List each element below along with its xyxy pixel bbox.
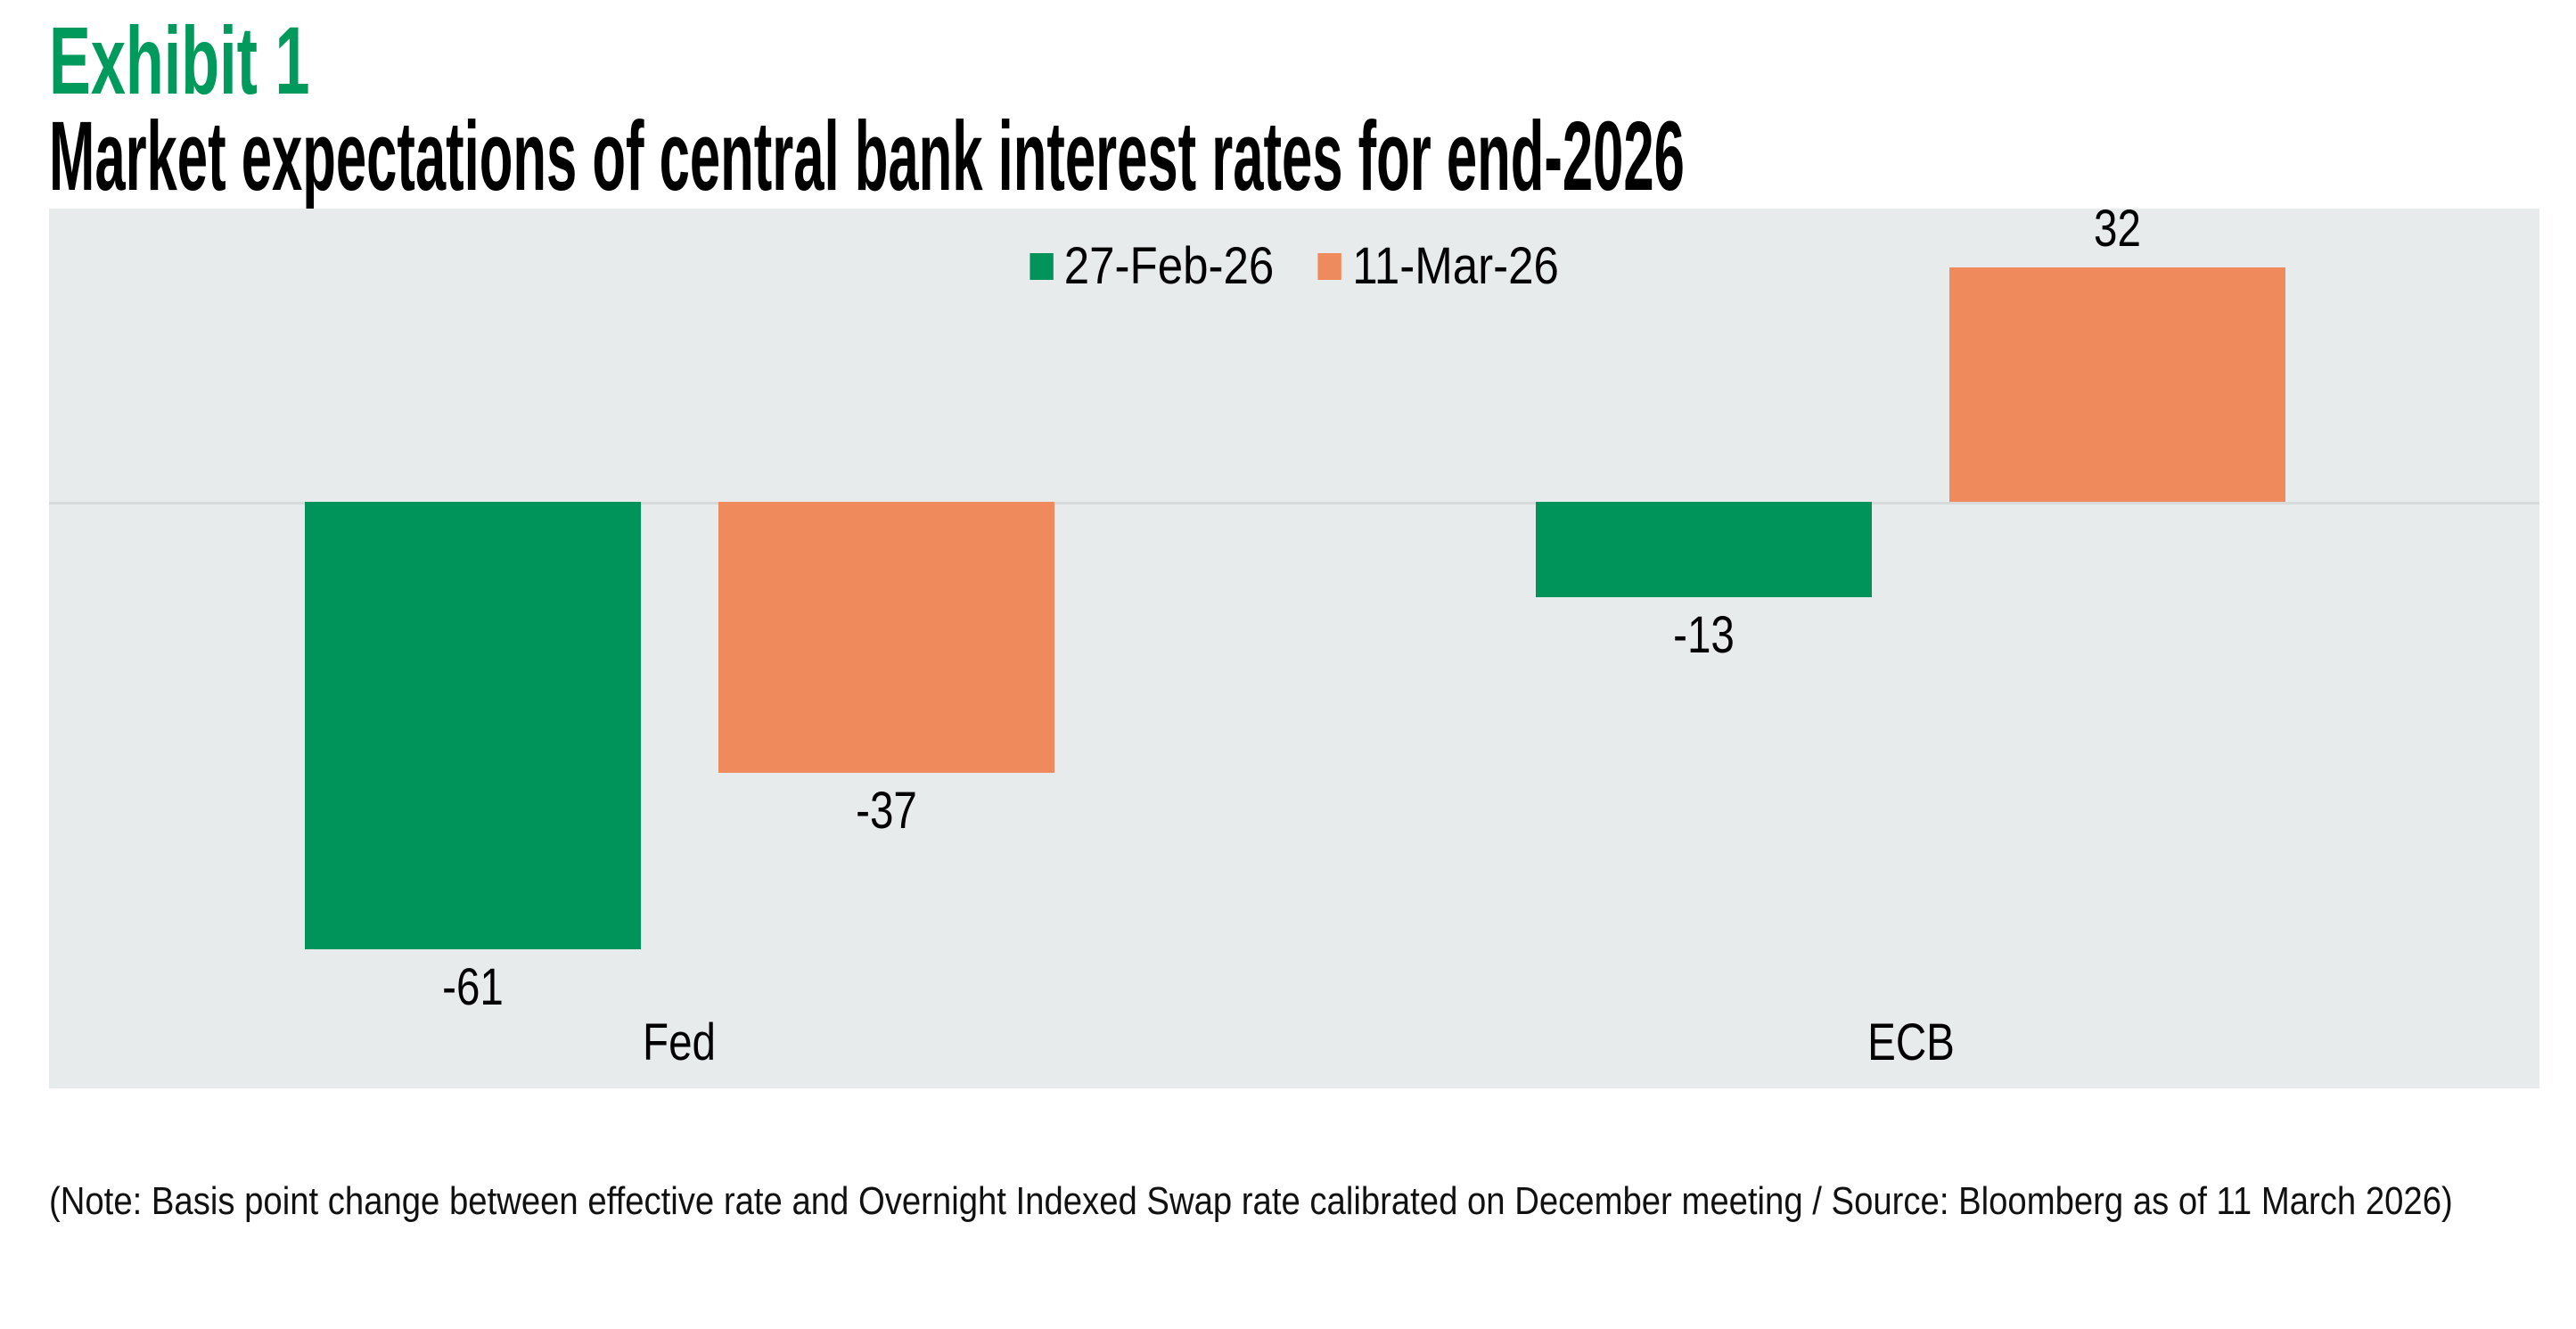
exhibit-label: Exhibit 1 [49,6,310,114]
value-label-fed-11-mar-26: -37 [856,782,917,841]
category-label-ecb: ECB [1866,1013,1955,1071]
legend-label: 27-Feb-26 [1063,237,1275,295]
chart-plot-area: 27-Feb-26 11-Mar-26 -61 -37 Fed -13 32 ECB [49,202,2539,1088]
chart-title: Market expectations of central bank inte… [49,102,1685,211]
legend-swatch-27-feb-26 [1030,253,1054,280]
value-label-ecb-11-mar-26: 32 [2094,199,2141,258]
value-label-ecb-27-feb-26: -13 [1673,605,1735,664]
legend-swatch-11-mar-26 [1317,253,1341,280]
value-label-fed-27-feb-26: -61 [442,957,504,1016]
legend-item-11-mar-26: 11-Mar-26 [1317,237,1559,295]
bar-ecb-11-mar-26 [1949,267,2285,502]
legend-item-27-feb-26: 27-Feb-26 [1030,241,1274,292]
legend-label: 11-Mar-26 [1352,237,1559,295]
category-label-fed: Fed [643,1013,717,1071]
bar-fed-11-mar-26 [718,502,1054,774]
bar-ecb-27-feb-26 [1536,502,1872,597]
zero-axis-line [49,502,2539,505]
bar-fed-27-feb-26 [304,502,641,949]
chart-legend: 27-Feb-26 11-Mar-26 [199,241,2391,292]
source-note: (Note: Basis point change between effect… [49,1179,2453,1223]
